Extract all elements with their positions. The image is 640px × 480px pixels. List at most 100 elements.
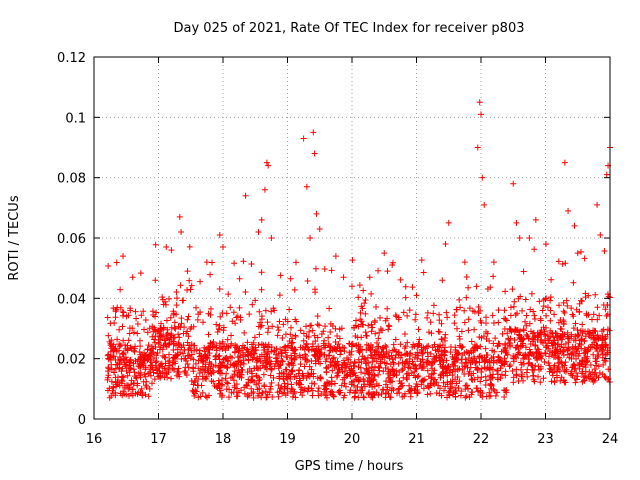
data-point [603,171,610,178]
data-point [515,331,522,338]
data-point [288,359,295,366]
data-point [143,383,150,390]
data-point [461,307,468,314]
chart-title: Day 025 of 2021, Rate Of TEC Index for r… [174,21,525,36]
data-point [476,99,483,106]
data-point [122,363,129,370]
data-point [471,341,478,348]
data-point [385,366,392,373]
data-point [605,375,612,382]
data-point [104,368,111,375]
data-point [114,357,121,364]
data-point [377,314,384,321]
data-point [381,250,388,257]
data-point [540,375,547,382]
data-point [366,371,373,378]
data-point [152,333,159,340]
data-point [380,345,387,352]
data-point [247,377,254,384]
data-point [582,333,589,340]
data-point [243,381,250,388]
data-point [375,343,382,350]
data-point [145,355,152,362]
data-point [258,351,265,358]
data-point [275,365,282,372]
data-point [599,337,606,344]
data-point [289,393,296,400]
data-point [168,324,175,331]
data-point [561,362,568,369]
data-point [255,323,262,330]
data-point [168,375,175,382]
data-point [351,324,358,331]
data-point [518,366,525,373]
data-point [302,343,309,350]
data-point [545,353,552,360]
data-point [593,362,600,369]
data-point [565,207,572,214]
data-point [193,304,200,311]
data-point [258,216,265,223]
data-point [262,388,269,395]
data-point [134,380,141,387]
data-point [375,351,382,358]
data-point [486,365,493,372]
data-point [331,380,338,387]
data-point [112,365,119,372]
data-point [230,309,237,316]
data-point [510,180,517,187]
data-point [216,340,223,347]
data-point [482,345,489,352]
data-point [501,360,508,367]
data-point [576,300,583,307]
data-point [297,384,304,391]
data-point [232,320,239,327]
data-point [191,392,198,399]
data-point [152,359,159,366]
data-point [586,375,593,382]
data-point [258,286,265,293]
data-point [541,358,548,365]
data-point [385,353,392,360]
data-point [341,368,348,375]
data-point [373,303,380,310]
data-point [108,361,115,368]
data-point [432,376,439,383]
data-point [393,367,400,374]
data-point [420,365,427,372]
data-point [535,353,542,360]
data-point [472,359,479,366]
data-point [329,323,336,330]
data-point [511,336,518,343]
data-point [424,353,431,360]
data-point [296,367,303,374]
data-point [579,358,586,365]
data-point [263,366,270,373]
data-point [595,335,602,342]
data-point [141,353,148,360]
data-point [361,383,368,390]
data-point [142,366,149,373]
data-point [175,351,182,358]
data-point [276,318,283,325]
data-point [522,344,529,351]
data-point [507,362,514,369]
data-point [490,359,497,366]
data-point [564,302,571,309]
data-point [170,334,177,341]
data-point [563,366,570,373]
data-point [155,341,162,348]
data-point [375,392,382,399]
data-point [459,366,466,373]
data-point [312,265,319,272]
data-point [537,337,544,344]
data-point [115,347,122,354]
data-point [300,330,307,337]
data-point [572,320,579,327]
data-point [530,329,537,336]
data-point [233,362,240,369]
data-point [549,330,556,337]
data-point [594,316,601,323]
data-point [512,311,519,318]
data-point [323,369,330,376]
